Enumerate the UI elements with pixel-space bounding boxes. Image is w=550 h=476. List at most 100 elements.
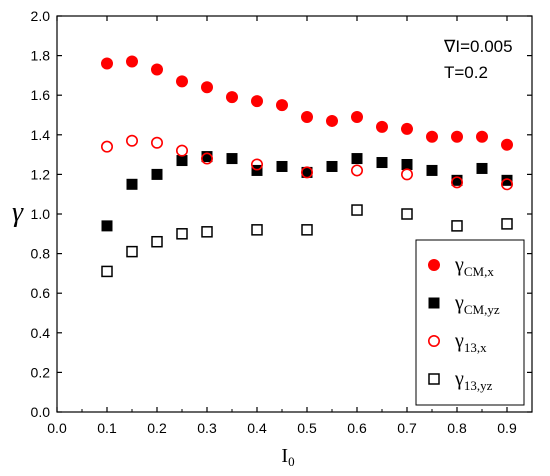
data-point — [126, 178, 138, 190]
data-series — [101, 55, 513, 278]
y-tick-label: 0.6 — [31, 285, 51, 301]
x-axis-title-main: I — [281, 445, 288, 467]
legend-label-13-yz-sub: 13,yz — [464, 378, 493, 393]
x-tick-label: 0.7 — [397, 420, 417, 436]
legend-label-13-yz: γ13,yz — [454, 368, 493, 393]
x-tick-label: 0.2 — [147, 420, 167, 436]
data-point — [350, 164, 363, 177]
series-13-x — [101, 134, 513, 191]
data-point — [451, 130, 463, 143]
legend-label-cm-x-sub: CM,x — [464, 264, 494, 279]
legend-label-cm-x: γCM,x — [454, 254, 494, 279]
legend-marker — [428, 297, 440, 309]
data-point — [400, 168, 413, 181]
data-point — [201, 152, 214, 165]
y-tick-label: 1.0 — [31, 206, 51, 222]
data-point — [101, 265, 113, 278]
legend-label-13-x: γ13,x — [454, 330, 487, 355]
legend-label-13-x-main: γ — [454, 330, 464, 352]
x-axis-title: I0 — [281, 445, 294, 469]
data-point — [451, 220, 463, 232]
series-cm-x — [101, 55, 513, 151]
data-point — [201, 81, 213, 94]
data-point — [151, 136, 164, 149]
y-tick-label: 1.6 — [31, 87, 51, 103]
annotation-gradient: ∇I=0.005 — [443, 37, 513, 56]
data-point — [151, 235, 163, 248]
legend-label-cm-yz: γCM,yz — [454, 292, 500, 317]
data-point — [176, 144, 189, 157]
legend: γCM,x γCM,yz γ13,x γ13,yz — [415, 239, 525, 406]
data-point — [126, 55, 138, 68]
y-tick-label: 0.8 — [31, 246, 51, 262]
x-tick-label: 0.4 — [247, 420, 267, 436]
data-point — [376, 120, 388, 133]
x-tick-label: 0.8 — [447, 420, 467, 436]
data-point — [376, 157, 388, 169]
data-point — [101, 140, 114, 153]
data-point — [351, 110, 363, 123]
data-point — [401, 208, 413, 220]
data-point — [401, 159, 413, 170]
data-point — [251, 158, 264, 171]
data-point — [326, 160, 338, 172]
series-cm-yz — [101, 151, 513, 232]
legend-label-cm-x-main: γ — [454, 254, 464, 276]
data-point — [301, 166, 313, 178]
data-point — [151, 63, 163, 76]
series-13-yz — [101, 204, 513, 278]
annotation-temperature: T=0.2 — [444, 63, 488, 82]
data-point — [101, 220, 113, 232]
x-tick-label: 0.3 — [197, 420, 217, 436]
legend-marker — [428, 373, 440, 385]
y-tick-label: 2.0 — [31, 8, 51, 24]
data-point — [501, 138, 513, 151]
data-point — [201, 226, 213, 238]
data-point — [450, 176, 463, 189]
x-tick-label: 0.9 — [497, 420, 517, 436]
legend-marker — [428, 259, 440, 271]
data-point — [300, 166, 313, 179]
data-point — [176, 75, 188, 88]
y-tick-label: 0.2 — [31, 364, 51, 380]
y-tick-label: 0.0 — [31, 404, 51, 420]
data-point — [476, 162, 488, 174]
data-point — [451, 174, 463, 186]
data-point — [176, 155, 188, 167]
data-point — [201, 151, 213, 163]
y-tick-label: 1.8 — [31, 48, 51, 64]
data-point — [301, 224, 313, 236]
y-tick-label: 1.2 — [31, 166, 51, 182]
data-point — [401, 122, 413, 135]
data-point — [101, 57, 113, 70]
data-point — [126, 245, 138, 258]
data-point — [476, 130, 488, 143]
legend-label-cm-yz-sub: CM,yz — [464, 302, 500, 317]
data-point — [226, 91, 238, 104]
data-point — [276, 160, 288, 172]
data-point — [276, 99, 288, 112]
legend-markers — [427, 259, 440, 385]
data-point — [326, 114, 338, 127]
data-point — [301, 110, 313, 123]
x-tick-label: 0.1 — [97, 420, 117, 436]
y-tick-label: 0.4 — [31, 325, 51, 341]
legend-label-13-yz-main: γ — [454, 368, 464, 390]
x-tick-label: 0.5 — [297, 420, 317, 436]
x-tick-label: 0.0 — [47, 420, 67, 436]
data-point — [226, 153, 238, 165]
data-point — [426, 164, 438, 176]
x-axis-title-sub: 0 — [288, 454, 295, 469]
data-point — [126, 134, 139, 147]
data-point — [176, 228, 188, 240]
data-point — [251, 95, 263, 108]
data-point — [351, 153, 363, 165]
data-point — [500, 178, 513, 191]
y-axis-title: γ — [12, 197, 24, 228]
data-point — [426, 130, 438, 143]
legend-label-13-x-sub: 13,x — [464, 340, 487, 355]
y-axis-ticks: 0.0 0.2 0.4 0.6 0.8 1.0 1.2 1.4 1.6 1.8 2.0 — [31, 8, 532, 420]
data-point — [151, 168, 163, 180]
x-axis-ticks: 0.0 0.1 0.2 0.3 0.4 0.5 0.6 0.7 0.8 0.9 — [47, 16, 533, 436]
